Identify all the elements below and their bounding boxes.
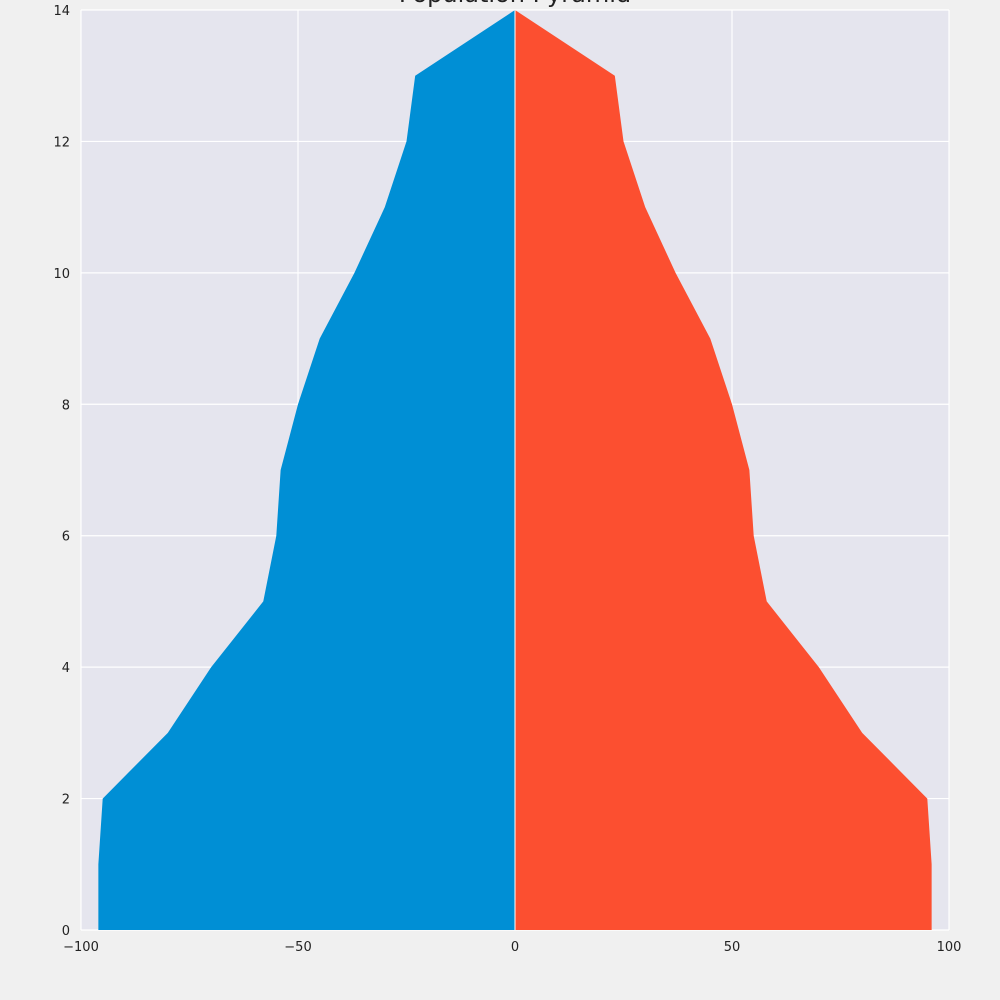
y-tick-label: 8 [62,398,70,413]
y-tick-label: 2 [62,793,70,808]
y-tick-label: 4 [62,661,70,676]
tick-labels: −100 −50 0 50 100 0 2 4 6 8 10 12 14 [53,4,961,955]
y-tick-label: 6 [62,530,70,545]
left-series-area [98,10,516,930]
series-areas [98,10,932,930]
right-series-area [515,10,932,930]
x-tick-label: 100 [937,940,962,955]
chart-title: Population Pyramid [399,0,631,8]
x-tick-label: −100 [63,940,99,955]
x-tick-label: 0 [511,940,519,955]
y-tick-label: 10 [53,267,70,282]
y-tick-label: 12 [53,135,70,150]
x-tick-label: 50 [724,940,741,955]
y-tick-label: 14 [53,4,70,19]
x-tick-label: −50 [284,940,311,955]
y-tick-label: 0 [62,924,70,939]
